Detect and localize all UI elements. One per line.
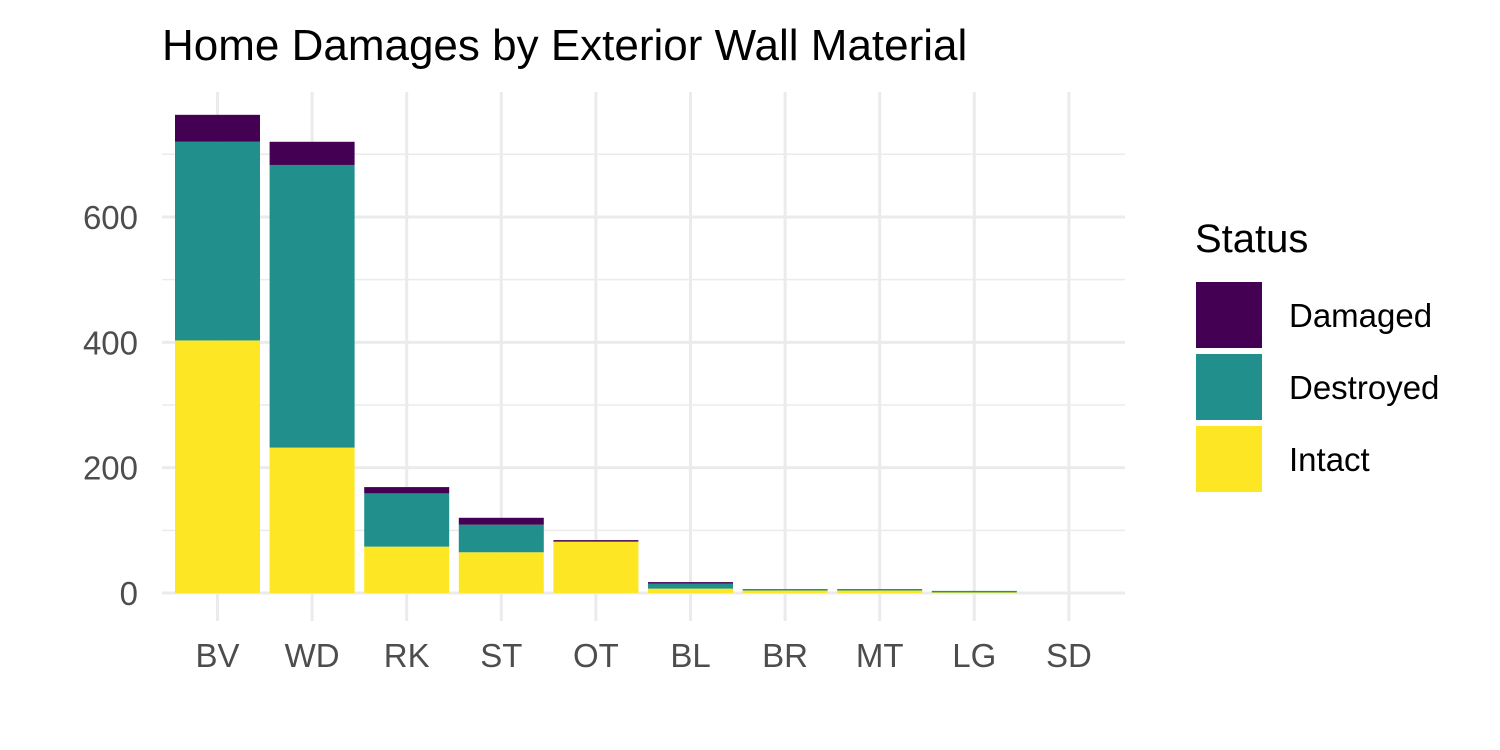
bar-destroyed-st	[458, 524, 544, 553]
x-tick-label: WD	[285, 637, 340, 674]
legend-label-damaged: Damaged	[1289, 297, 1432, 334]
x-tick-label: BR	[762, 637, 808, 674]
bar-damaged-st	[458, 517, 544, 525]
legend-title: Status	[1195, 217, 1308, 261]
bar-destroyed-br	[742, 588, 828, 591]
bar-intact-ot	[553, 541, 639, 593]
x-axis-ticks: BV WD RK ST OT BL BR MT LG SD	[195, 637, 1091, 674]
bars	[175, 114, 1017, 593]
legend-label-intact: Intact	[1289, 441, 1370, 478]
x-tick-label: LG	[952, 637, 996, 674]
x-tick-label: RK	[384, 637, 430, 674]
bar-damaged-ot	[553, 540, 639, 542]
bar-damaged-wd	[269, 141, 355, 165]
x-tick-label: MT	[856, 637, 904, 674]
y-tick-label: 400	[83, 324, 138, 361]
y-tick-label: 200	[83, 450, 138, 487]
bar-destroyed-wd	[269, 164, 355, 448]
bar-damaged-bv	[175, 114, 260, 142]
x-tick-label: OT	[573, 637, 619, 674]
legend-label-destroyed: Destroyed	[1289, 369, 1439, 406]
legend-key-intact	[1196, 426, 1262, 492]
x-tick-label: BV	[195, 637, 239, 674]
bar-destroyed-rk	[364, 493, 450, 547]
bar-intact-rk	[364, 546, 450, 593]
bar-intact-mt	[837, 590, 923, 593]
x-tick-label: BL	[670, 637, 710, 674]
legend: Status Damaged Destroyed Intact	[1195, 217, 1439, 492]
bar-intact-br	[742, 590, 828, 593]
bar-damaged-bl	[648, 582, 733, 584]
bar-intact-bl	[648, 588, 733, 593]
bar-destroyed-lg	[931, 590, 1017, 593]
y-tick-label: 600	[83, 199, 138, 236]
y-tick-label: 0	[120, 575, 138, 612]
bar-intact-wd	[269, 447, 355, 593]
legend-key-damaged	[1196, 282, 1262, 348]
x-tick-label: SD	[1046, 637, 1092, 674]
bar-destroyed-bl	[648, 583, 733, 589]
bar-destroyed-bv	[175, 141, 260, 341]
chart-title: Home Damages by Exterior Wall Material	[162, 21, 967, 70]
y-axis-ticks: 0 200 400 600	[83, 199, 138, 612]
legend-key-destroyed	[1196, 354, 1262, 420]
bar-damaged-rk	[364, 487, 450, 494]
x-tick-label: ST	[480, 637, 522, 674]
bar-destroyed-mt	[837, 588, 923, 591]
bar-intact-bv	[175, 340, 260, 593]
bar-intact-st	[458, 552, 544, 593]
